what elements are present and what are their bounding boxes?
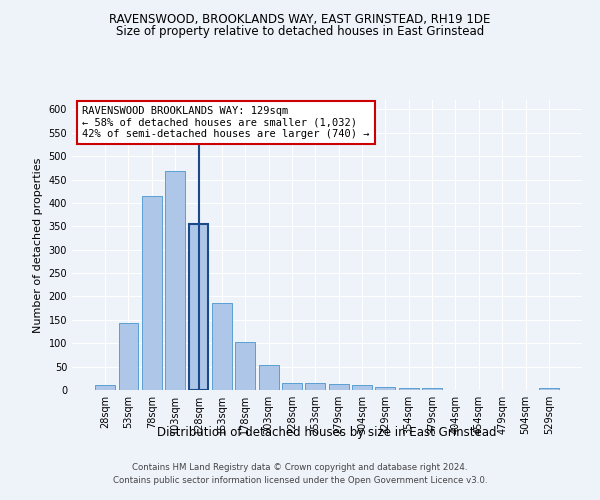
Text: Size of property relative to detached houses in East Grinstead: Size of property relative to detached ho…	[116, 25, 484, 38]
Bar	[399, 388, 419, 390]
Bar	[329, 384, 349, 390]
Bar	[352, 386, 372, 390]
Text: Contains public sector information licensed under the Open Government Licence v3: Contains public sector information licen…	[113, 476, 487, 485]
Bar	[282, 382, 302, 390]
Bar	[376, 387, 395, 390]
Bar	[305, 383, 325, 390]
Y-axis label: Number of detached properties: Number of detached properties	[33, 158, 43, 332]
Bar	[259, 364, 278, 390]
Bar	[119, 323, 139, 390]
Bar	[188, 224, 208, 390]
Bar	[142, 196, 162, 390]
Bar	[165, 171, 185, 390]
Bar	[235, 342, 255, 390]
Text: RAVENSWOOD BROOKLANDS WAY: 129sqm
← 58% of detached houses are smaller (1,032)
4: RAVENSWOOD BROOKLANDS WAY: 129sqm ← 58% …	[82, 106, 370, 139]
Bar	[422, 388, 442, 390]
Bar	[212, 304, 232, 390]
Text: Contains HM Land Registry data © Crown copyright and database right 2024.: Contains HM Land Registry data © Crown c…	[132, 464, 468, 472]
Bar	[539, 388, 559, 390]
Text: Distribution of detached houses by size in East Grinstead: Distribution of detached houses by size …	[157, 426, 497, 439]
Bar	[95, 386, 115, 390]
Text: RAVENSWOOD, BROOKLANDS WAY, EAST GRINSTEAD, RH19 1DE: RAVENSWOOD, BROOKLANDS WAY, EAST GRINSTE…	[109, 12, 491, 26]
